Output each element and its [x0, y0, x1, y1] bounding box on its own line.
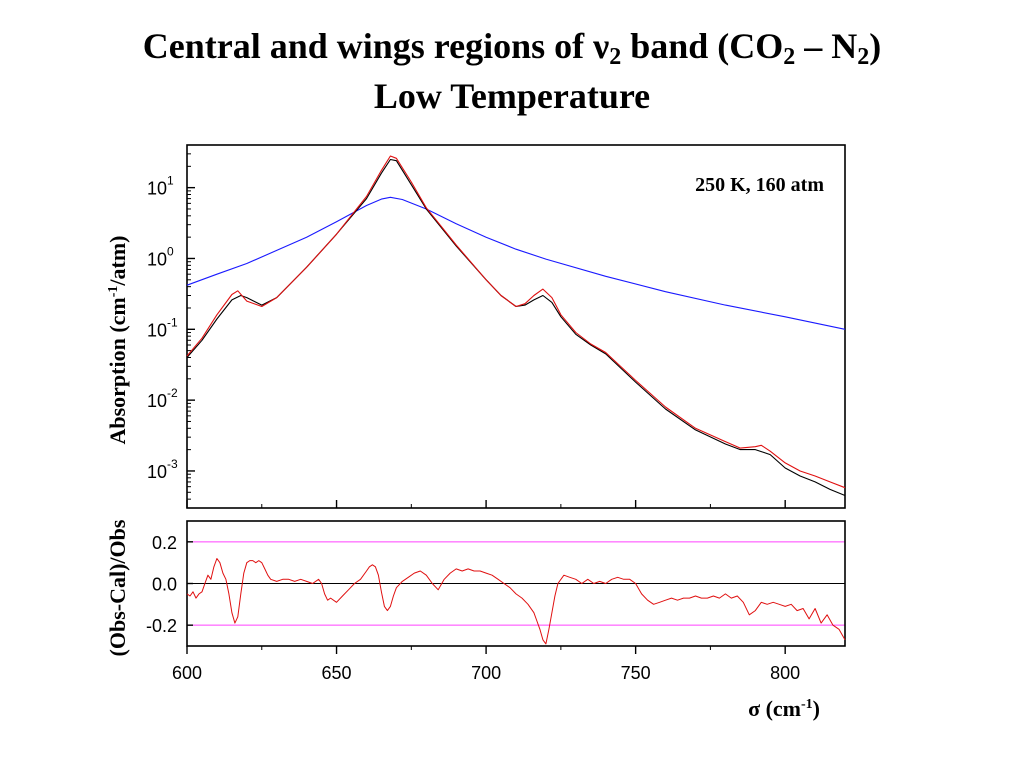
title-co2-subscript: 2 [783, 44, 796, 70]
model-line-blue [186, 196, 846, 330]
y-tick-exponent: 1 [167, 174, 174, 188]
residual-y-tick-label: -0.2 [146, 616, 177, 636]
y-tick-label: 10 [147, 462, 167, 482]
calculated-line-red [186, 155, 846, 489]
title-text-4: ) [869, 26, 882, 66]
observed-line-black [186, 158, 846, 497]
title-n2-subscript: 2 [857, 44, 870, 70]
residual-y-tick-label: 0.0 [152, 575, 177, 595]
slide-subtitle: Low Temperature [373, 76, 651, 116]
y-tick-exponent: 0 [167, 244, 174, 258]
title-text-2: band (CO [621, 26, 784, 66]
x-tick-label: 700 [471, 663, 501, 683]
x-tick-label: 600 [172, 663, 202, 683]
y-tick-exponent: -2 [167, 386, 178, 400]
y-tick-exponent: -3 [167, 457, 178, 471]
residual-y-tick-label: 0.2 [152, 533, 177, 553]
y-tick-label: 10 [147, 179, 167, 199]
y-tick-label: 10 [147, 249, 167, 269]
title-nu-subscript: 2 [609, 44, 622, 70]
y-axis-title: Absorption (cm-1/atm) [105, 235, 130, 444]
title-nu: ν [593, 26, 610, 66]
x-axis-title: σ (cm-1) [748, 696, 820, 721]
title-text-3: – N [795, 26, 858, 66]
slide-title: Central and wings regions of ν2 band (CO… [0, 28, 1024, 69]
y-tick-label: 10 [147, 391, 167, 411]
y-tick-exponent: -1 [167, 315, 178, 329]
x-tick-label: 650 [322, 663, 352, 683]
top-plot-frame [186, 144, 846, 509]
residual-y-axis-title: (Obs-Cal)/Obs [105, 519, 130, 656]
residual-line [186, 558, 846, 645]
y-tick-label: 10 [147, 320, 167, 340]
title-text-1: Central and wings regions of [142, 26, 594, 66]
x-tick-label: 800 [770, 663, 800, 683]
conditions-annotation: 250 K, 160 atm [695, 174, 824, 196]
x-tick-label: 750 [621, 663, 651, 683]
residual-panel: 0.2 0.0 -0.2 600 650 700 750 800 (Obs-Cal)/Obs σ … [105, 519, 846, 721]
